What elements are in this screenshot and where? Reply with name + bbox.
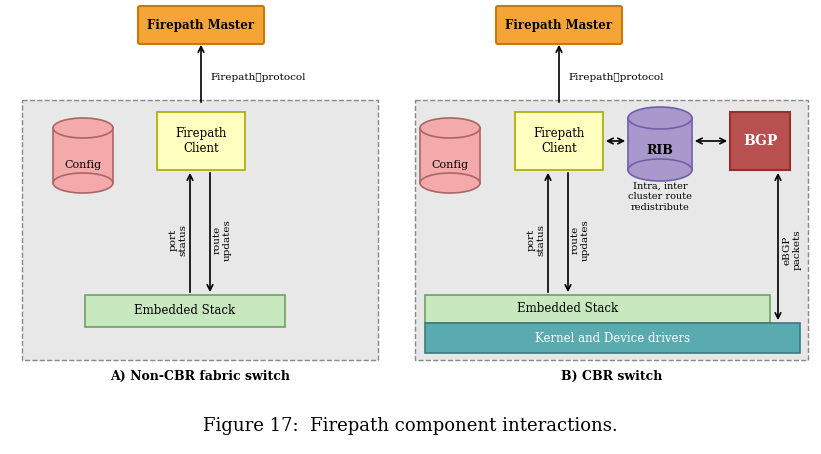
Text: Firepath Master: Firepath Master [506, 19, 612, 31]
Text: BGP: BGP [743, 134, 777, 148]
Ellipse shape [53, 118, 113, 138]
Text: B) CBR switch: B) CBR switch [561, 370, 663, 383]
Text: A) Non-CBR fabric switch: A) Non-CBR fabric switch [110, 370, 290, 383]
Text: Firepath: Firepath [534, 128, 585, 140]
FancyBboxPatch shape [515, 112, 603, 170]
FancyBboxPatch shape [22, 100, 378, 360]
Text: route
updates: route updates [571, 219, 589, 261]
FancyBboxPatch shape [425, 323, 800, 353]
FancyBboxPatch shape [415, 100, 808, 360]
FancyBboxPatch shape [420, 128, 480, 183]
FancyBboxPatch shape [628, 118, 692, 170]
Text: Figure 17:  Firepath component interactions.: Figure 17: Firepath component interactio… [203, 417, 618, 435]
Text: Firepath❘protocol: Firepath❘protocol [568, 74, 663, 83]
Text: eBGP
packets: eBGP packets [782, 230, 801, 270]
FancyBboxPatch shape [53, 128, 113, 183]
FancyBboxPatch shape [85, 295, 285, 327]
Text: port
status: port status [526, 224, 546, 256]
FancyBboxPatch shape [496, 6, 622, 44]
Text: Embedded Stack: Embedded Stack [517, 302, 618, 316]
Ellipse shape [628, 159, 692, 181]
Text: Firepath Master: Firepath Master [148, 19, 255, 31]
FancyBboxPatch shape [425, 295, 770, 323]
FancyBboxPatch shape [138, 6, 264, 44]
FancyBboxPatch shape [730, 112, 790, 170]
Text: Firepath❘protocol: Firepath❘protocol [210, 74, 305, 83]
Text: RIB: RIB [647, 143, 673, 157]
Text: Config: Config [432, 160, 469, 170]
Text: Kernel and Device drivers: Kernel and Device drivers [535, 331, 690, 345]
Text: Intra, inter
cluster route
redistribute: Intra, inter cluster route redistribute [628, 182, 692, 212]
Text: Config: Config [64, 160, 102, 170]
Text: Client: Client [541, 143, 577, 156]
Text: Firepath: Firepath [176, 128, 227, 140]
Text: route
updates: route updates [213, 219, 232, 261]
Text: Embedded Stack: Embedded Stack [135, 305, 236, 317]
FancyBboxPatch shape [157, 112, 245, 170]
Text: port
status: port status [168, 224, 188, 256]
Ellipse shape [53, 173, 113, 193]
Ellipse shape [420, 118, 480, 138]
Ellipse shape [628, 107, 692, 129]
Ellipse shape [420, 173, 480, 193]
Text: Client: Client [183, 143, 219, 156]
